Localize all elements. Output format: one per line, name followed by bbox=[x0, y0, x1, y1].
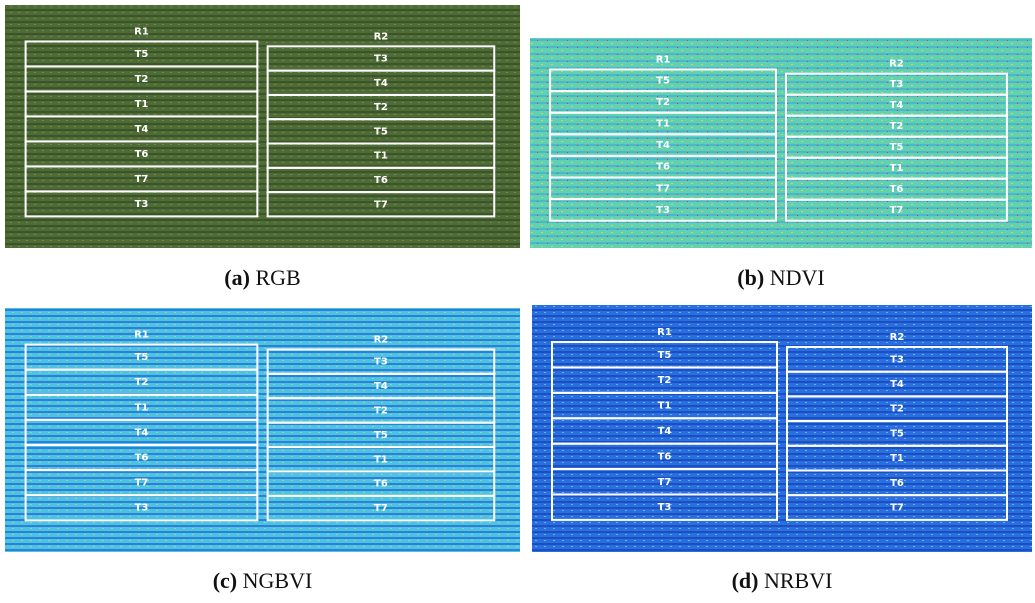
plot-label: T5 bbox=[374, 430, 388, 441]
plot-label: T7 bbox=[374, 503, 388, 514]
plot-label: T2 bbox=[658, 375, 672, 386]
plot-label: T5 bbox=[135, 49, 149, 60]
replicate-label: R1 bbox=[134, 330, 149, 341]
plot-label: T1 bbox=[656, 119, 670, 130]
plot-label: T6 bbox=[135, 149, 149, 160]
plot-label: T5 bbox=[135, 352, 149, 363]
plot-label: T6 bbox=[374, 175, 388, 186]
replicate-label: R2 bbox=[374, 334, 389, 345]
replicate-label: R2 bbox=[890, 332, 905, 343]
replicate-label: R2 bbox=[374, 31, 389, 42]
plot-label: T5 bbox=[374, 126, 388, 137]
plot-label: T2 bbox=[374, 102, 388, 113]
caption: (a) RGB bbox=[224, 265, 300, 290]
caption-name: NGBVI bbox=[243, 568, 313, 593]
plot-label: T4 bbox=[890, 100, 904, 111]
plot-label: T2 bbox=[135, 74, 149, 85]
panel: R1 T5 T2 T1 T4 T6 T7 T3 R2 T3 T4 T2 T5 T1 T6 T7 bbox=[532, 305, 1032, 552]
replicate-label: R1 bbox=[657, 327, 672, 338]
caption-name: NRBVI bbox=[764, 568, 832, 593]
plot-label: T5 bbox=[890, 428, 904, 439]
plot-label: T1 bbox=[658, 401, 672, 412]
plot-label: T4 bbox=[374, 78, 388, 89]
plot-label: T7 bbox=[656, 183, 670, 194]
plot-label: T2 bbox=[374, 405, 388, 416]
plot-label: T7 bbox=[135, 478, 149, 489]
caption-label: (b) bbox=[737, 265, 764, 290]
caption: (d) NRBVI bbox=[732, 568, 833, 593]
plot-label: T6 bbox=[890, 478, 904, 489]
caption-name: RGB bbox=[255, 265, 300, 290]
plot-label: T6 bbox=[656, 162, 670, 173]
caption-label: (c) bbox=[213, 568, 237, 593]
panel: R1 T5 T2 T1 T4 T6 T7 T3 R2 T3 T4 T2 T5 T1 T6 T7 bbox=[5, 308, 520, 552]
plot-label: T7 bbox=[374, 199, 388, 210]
plot-label: T2 bbox=[890, 121, 904, 132]
plot-label: T1 bbox=[374, 454, 388, 465]
plot-label: T6 bbox=[890, 184, 904, 195]
panel: R1 T5 T2 T1 T4 T6 T7 T3 R2 T3 T4 T2 T5 T1 T6 T7 bbox=[530, 38, 1032, 248]
plot-label: T5 bbox=[890, 142, 904, 153]
plot-label: T4 bbox=[374, 381, 388, 392]
plot-label: T3 bbox=[135, 199, 149, 210]
plot-label: T1 bbox=[135, 99, 149, 110]
panel: R1 T5 T2 T1 T4 T6 T7 T3 R2 T3 T4 T2 T5 T1 T6 T7 bbox=[5, 5, 520, 248]
plot-label: T1 bbox=[890, 453, 904, 464]
plot-label: T3 bbox=[374, 357, 388, 368]
replicate-label: R1 bbox=[134, 26, 149, 37]
figure: R1T5T2T1T4T6T7T3R2T3T4T2T5T1T6T7(a) RGBR… bbox=[0, 0, 1035, 603]
plot-label: T7 bbox=[890, 205, 904, 216]
replicate-label: R1 bbox=[656, 55, 671, 66]
plot-label: T3 bbox=[656, 205, 670, 216]
plot-label: T4 bbox=[890, 379, 904, 390]
plot-label: T6 bbox=[374, 479, 388, 490]
plot-label: T2 bbox=[890, 404, 904, 415]
page: {"figure": {"panels": [ {"label": "(a)",… bbox=[0, 0, 1035, 603]
plot-label: T4 bbox=[658, 426, 672, 437]
plot-label: T3 bbox=[135, 503, 149, 514]
plot-label: T7 bbox=[890, 503, 904, 514]
plot-label: T5 bbox=[658, 350, 672, 361]
plot-label: T4 bbox=[135, 124, 149, 135]
plot-label: T3 bbox=[374, 53, 388, 64]
caption: (b) NDVI bbox=[737, 265, 824, 290]
plot-label: T1 bbox=[374, 151, 388, 162]
plot-label: T6 bbox=[658, 451, 672, 462]
caption-name: NDVI bbox=[770, 265, 825, 290]
caption: (c) NGBVI bbox=[213, 568, 313, 593]
caption-label: (d) bbox=[732, 568, 759, 593]
plot-label: T3 bbox=[890, 79, 904, 90]
plot-label: T4 bbox=[135, 427, 149, 438]
plot-label: T7 bbox=[658, 477, 672, 488]
plot-label: T5 bbox=[656, 75, 670, 86]
plot-label: T3 bbox=[890, 354, 904, 365]
plot-label: T7 bbox=[135, 174, 149, 185]
plot-label: T1 bbox=[890, 163, 904, 174]
plot-label: T1 bbox=[135, 402, 149, 413]
plot-label: T3 bbox=[658, 502, 672, 513]
plot-label: T6 bbox=[135, 453, 149, 464]
caption-label: (a) bbox=[224, 265, 250, 290]
plot-label: T2 bbox=[656, 97, 670, 108]
replicate-label: R2 bbox=[889, 59, 904, 70]
plot-label: T2 bbox=[135, 377, 149, 388]
plot-label: T4 bbox=[656, 140, 670, 151]
